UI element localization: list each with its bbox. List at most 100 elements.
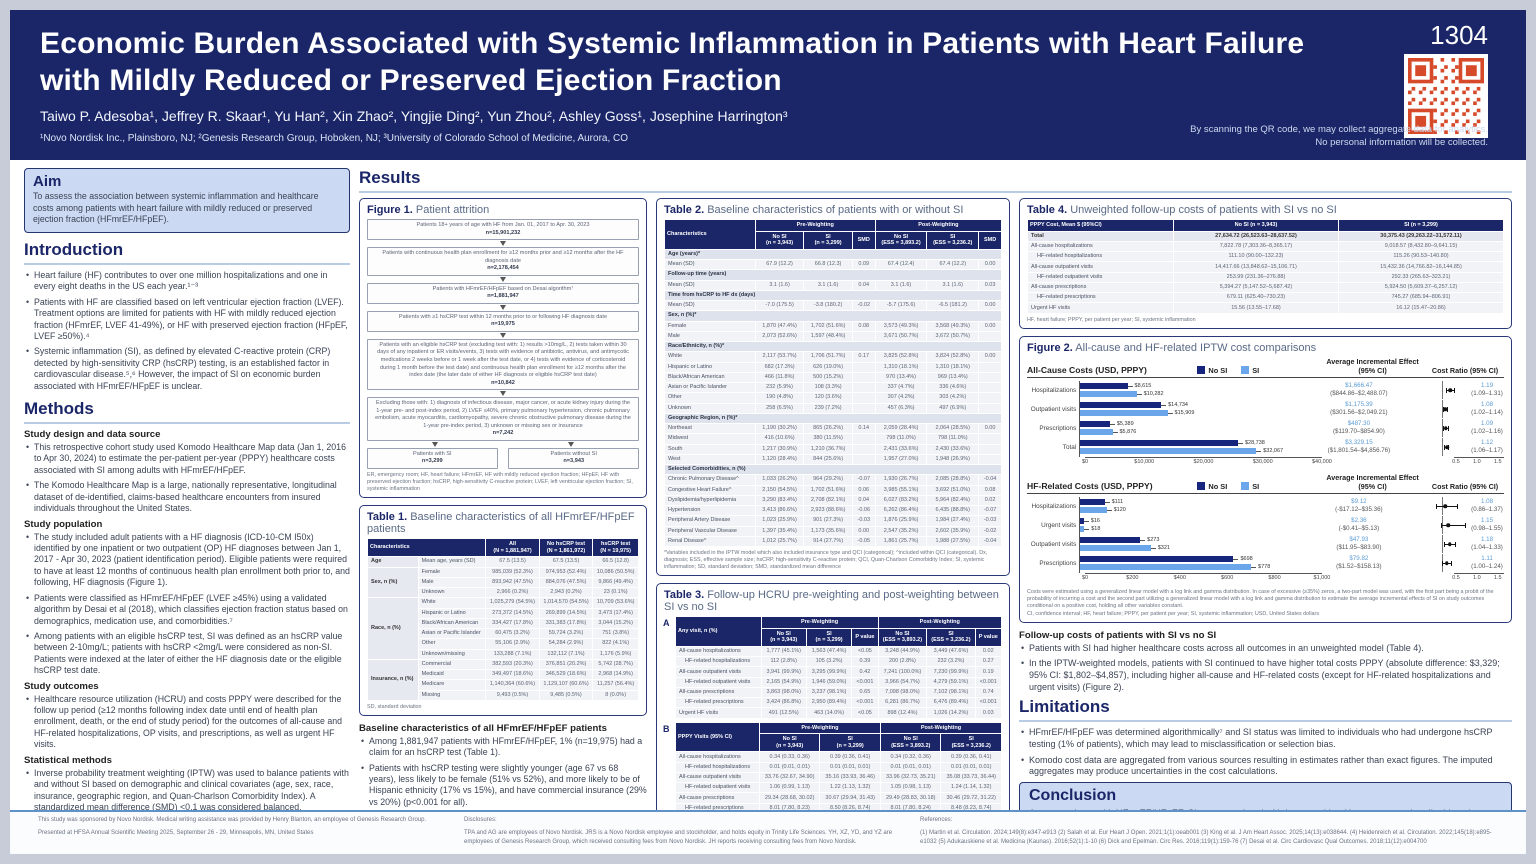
table2-section-cell: Time from hsCRP to HF dx (days) bbox=[664, 289, 1002, 302]
table1-header-cell: hsCRP test (N = 19,975) bbox=[592, 538, 639, 558]
table-row: Renal Disease^ 1,012 (25.7%) 914 (27.7%) -0… bbox=[664, 535, 1002, 548]
table1-value-cell: 974,953 (52.4%) bbox=[538, 566, 594, 578]
table2-value-cell: -0.02 bbox=[851, 300, 876, 312]
forest-point bbox=[1448, 388, 1452, 392]
forest-whisker bbox=[1440, 523, 1466, 529]
attrition-n: n=19,975 bbox=[491, 321, 515, 328]
bar-value-label: $28,738 bbox=[1244, 440, 1265, 447]
table3a-value-cell: 232 (3.2%) bbox=[926, 656, 976, 668]
chart-bar-area: $8,615 $10,282 bbox=[1079, 380, 1299, 400]
cost-ratio-ci: (0.86–1.37) bbox=[1471, 506, 1503, 514]
forest-point bbox=[1443, 504, 1448, 508]
methods-bullet: The study included adult patients with a… bbox=[26, 532, 350, 589]
table2-value-cell: 1,210 (36.7%) bbox=[803, 443, 853, 455]
cost-ratio-value: 1.11 bbox=[1481, 555, 1493, 563]
table-row: HF-related outpatient visits 253.99 (231.… bbox=[1027, 271, 1505, 283]
table4-value-cell: 5,924.50 (5,609.37–6,257.12) bbox=[1337, 281, 1505, 294]
cost-ratio-ci: (1.02–1.14) bbox=[1471, 409, 1503, 417]
table2-value-cell: 190 (4.8%) bbox=[754, 392, 805, 404]
chart-row: Total $28,738 $32,067 $3,329.15 ($1,801.54–$… bbox=[1027, 437, 1504, 457]
table1-header-row: Characteristics All (N = 1,881,947) No hsCR… bbox=[366, 538, 639, 558]
table3a-value-cell: <0.001 bbox=[974, 676, 1003, 688]
forest-plot bbox=[1418, 381, 1470, 400]
table3a-value-cell: 3,295 (99.9%) bbox=[805, 666, 853, 678]
chart-legend: No SI SI bbox=[1197, 365, 1319, 375]
table-row: Urgent HF visits 15.56 (13.55–17.68) 16.12… bbox=[1027, 302, 1505, 314]
table4-footnote: HF, heart failure; PPPY, per patient per… bbox=[1027, 316, 1196, 323]
legend-swatch-icon bbox=[1197, 481, 1206, 490]
table3b-value-cell: 8.50 (8.26, 8.74) bbox=[819, 802, 881, 810]
table-row: White 2,117 (53.7%) 1,706 (51.7%) 0.17 3,825… bbox=[664, 351, 1002, 363]
table3b-value-cell: 0.34 (0.32, 0.36) bbox=[879, 751, 942, 763]
cost-chart-title: All-Cause Costs (USD, PPPY) bbox=[1027, 364, 1147, 375]
limitations-bullet: Komodo cost data are aggregated from var… bbox=[1021, 755, 1512, 778]
table1-label-cell: Hispanic or Latino bbox=[417, 607, 487, 619]
table1-value-cell: 60,475 (3.2%) bbox=[485, 628, 540, 640]
bar-line: $16 bbox=[1080, 518, 1299, 525]
forest-point bbox=[1445, 445, 1449, 449]
cost-ratio-value: 1.15 bbox=[1480, 517, 1494, 525]
flow-arrow-cell bbox=[367, 441, 503, 448]
table2-section-row: Geographic Region, n (%)* bbox=[664, 412, 1002, 425]
figure1-title-text: Patient attrition bbox=[412, 204, 490, 216]
table2-label-cell: West bbox=[664, 453, 756, 466]
table1-value-cell: 3,044 (15.2%) bbox=[592, 617, 639, 630]
table3a-value-cell: 1,563 (47.4%) bbox=[805, 645, 853, 658]
table2-value-cell: 416 (10.6%) bbox=[754, 433, 805, 445]
conclusion-heading: Conclusion bbox=[1029, 787, 1117, 805]
table3a-value-cell: 0.39 bbox=[851, 656, 879, 668]
table3a-value-cell: <0.001 bbox=[851, 697, 879, 709]
table-row: Sex, n (%) Female 985,039 (52.3%) 974,953 (… bbox=[367, 566, 639, 599]
table-row: Total 27,634.72 (26,523.63–28,637.52) 30,3… bbox=[1027, 230, 1505, 242]
table3a-label-cell: Urgent HF visits bbox=[675, 707, 762, 719]
table-subheader-cell: No SI (n = 3,943) bbox=[754, 230, 805, 250]
table2-value-cell bbox=[851, 433, 876, 445]
table2-label-cell: Mean (SD) bbox=[664, 259, 756, 271]
cost-ratio-header: Cost Ratio (95% CI) bbox=[1431, 481, 1499, 491]
table1-value-cell: 8 (0.0%) bbox=[592, 689, 639, 701]
table2-value-cell: 0.06 bbox=[851, 484, 876, 496]
table3a-value-cell: <0.05 bbox=[851, 645, 879, 658]
cost-ratio-value: 1.09 bbox=[1480, 420, 1494, 428]
table-row: Mean (SD) -7.0 (175.5) -3.8 (180.2) -0.02 -5… bbox=[664, 300, 1002, 312]
table2-value-cell bbox=[978, 443, 1002, 455]
table1-value-cell: 985,039 (52.3%) bbox=[485, 566, 540, 578]
footer-disclosures-text: TPA and AG are employees of Novo Nordisk… bbox=[464, 830, 893, 845]
table1-value-cell: 9,866 (49.4%) bbox=[592, 576, 639, 589]
table-row: HF-related prescriptions 3,424 (86.8%) 2,9… bbox=[675, 697, 1003, 709]
table2-label-cell: White bbox=[664, 351, 756, 363]
table-header-group-cell: Pre-Weighting bbox=[754, 219, 876, 232]
table-row: Mean (SD) 3.1 (1.6) 3.1 (1.6) 0.04 3.1 (1.6)… bbox=[664, 279, 1002, 291]
table1-value-cell: 349,497 (18.6%) bbox=[485, 669, 540, 681]
error-whisker-icon bbox=[1106, 509, 1112, 511]
table3a-value-cell: 6,281 (86.7%) bbox=[877, 697, 928, 709]
bar-line: $778 bbox=[1080, 564, 1299, 571]
table-subheader-cell: No SI (n = 3,943) bbox=[758, 733, 821, 753]
x-axis-tick: $30,000 bbox=[1252, 458, 1273, 465]
table2-value-cell: 798 (11.0%) bbox=[926, 433, 980, 445]
table2-value-cell bbox=[978, 392, 1002, 404]
table2-value-cell: -7.0 (175.5) bbox=[754, 300, 805, 312]
ratio-axis-tick: 1.0 bbox=[1473, 574, 1481, 581]
table4-value-cell: 15.56 (13.55–17.68) bbox=[1172, 302, 1339, 314]
table3a-value-cell: 0.42 bbox=[851, 666, 879, 678]
table-row: Midwest 416 (10.6%) 380 (11.5%) 798 (11.0%)… bbox=[664, 433, 1002, 445]
table-subheader-cell: No SI (n = 3,943) bbox=[760, 627, 807, 647]
cost-ratio-value: 1.08 bbox=[1480, 401, 1494, 409]
attrition-n: n=7,242 bbox=[492, 430, 514, 437]
table-row: Black/African American 466 (11.8%) 500 (15… bbox=[664, 371, 1002, 384]
table3b-value-cell: 1.24 (1.14, 1.32) bbox=[940, 782, 1002, 794]
table-subheader-cell: SI (n = 3,299) bbox=[803, 230, 853, 250]
cost-ratio-text: 1.18 (1.04–1.33) bbox=[1470, 536, 1504, 552]
table3a-value-cell: 1,777 (45.1%) bbox=[760, 645, 807, 658]
flow-arrow-icon bbox=[500, 241, 506, 247]
table2-value-cell: 1,870 (47.4%) bbox=[754, 320, 805, 332]
table2-value-cell: 2,150 (54.5%) bbox=[754, 484, 805, 496]
bar-line: $698 bbox=[1080, 556, 1299, 563]
table3a-value-cell: 0.65 bbox=[851, 686, 879, 699]
ratio-axis-tick: 1.5 bbox=[1493, 458, 1502, 465]
bar-value-label: $8,615 bbox=[1134, 383, 1152, 390]
bar bbox=[1080, 440, 1238, 447]
table2-label-cell: Renal Disease^ bbox=[664, 535, 756, 548]
table2-value-cell bbox=[851, 443, 876, 455]
